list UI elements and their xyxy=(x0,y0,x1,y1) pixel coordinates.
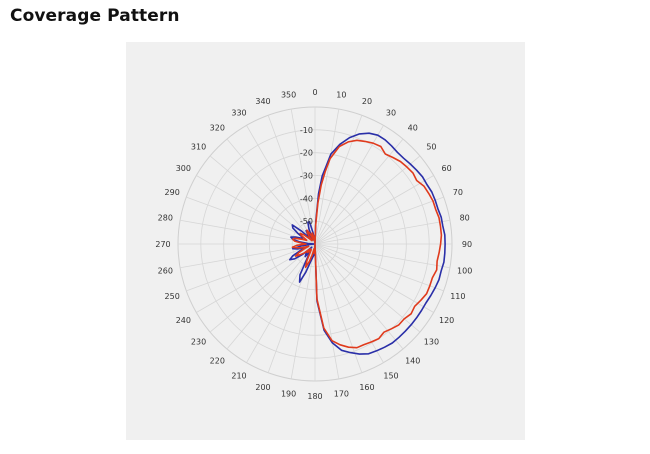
radial-tick-label: -30 xyxy=(300,172,313,181)
angle-tick-label: 190 xyxy=(281,390,296,399)
angle-tick-label: 280 xyxy=(158,214,173,223)
angle-tick-label: 270 xyxy=(155,240,170,249)
grid-spoke xyxy=(314,243,363,373)
grid-spoke xyxy=(314,138,404,245)
grid-spoke xyxy=(314,243,450,269)
grid-spoke xyxy=(314,243,340,379)
grid-spoke xyxy=(314,109,340,245)
angle-tick-label: 310 xyxy=(191,142,206,151)
angle-tick-label: 260 xyxy=(158,266,173,275)
angle-tick-label: 90 xyxy=(462,240,472,249)
grid-spoke xyxy=(246,125,316,245)
angle-tick-label: 170 xyxy=(334,390,349,399)
grid-spoke xyxy=(290,109,316,245)
angle-tick-label: 150 xyxy=(383,372,398,381)
angle-tick-label: 350 xyxy=(281,90,296,99)
grid-spoke xyxy=(314,196,444,245)
angle-tick-label: 250 xyxy=(165,292,180,301)
angle-tick-label: 300 xyxy=(176,164,191,173)
grid-spoke xyxy=(314,155,421,245)
angle-tick-label: 50 xyxy=(426,142,436,151)
angle-tick-label: 110 xyxy=(450,292,465,301)
grid-spoke xyxy=(226,243,316,350)
angle-tick-label: 220 xyxy=(210,356,225,365)
angle-tick-label: 100 xyxy=(457,266,472,275)
angle-tick-label: 0 xyxy=(312,88,317,97)
grid-spoke xyxy=(226,138,316,245)
polar-series-layer xyxy=(289,132,446,355)
angle-tick-label: 30 xyxy=(386,108,396,117)
radial-tick-label: -20 xyxy=(300,149,313,158)
angle-tick-label: 10 xyxy=(336,90,346,99)
series-line-2 xyxy=(291,139,443,349)
chart-panel: 0 10 20 30 40 50 60 70 80 90 100 110 120 130 140 150 160… xyxy=(126,42,525,440)
angle-tick-label: 140 xyxy=(405,356,420,365)
angle-tick-label: 120 xyxy=(439,316,454,325)
grid-spoke xyxy=(314,243,434,313)
angle-tick-label: 60 xyxy=(442,164,452,173)
grid-spoke xyxy=(246,243,316,363)
angle-tick-label: 320 xyxy=(210,124,225,133)
grid-spoke xyxy=(314,125,384,245)
angle-tick-label: 130 xyxy=(424,338,439,347)
grid-spoke xyxy=(314,175,434,245)
grid-spoke xyxy=(186,243,316,292)
grid-spoke xyxy=(290,243,316,379)
angle-tick-label: 40 xyxy=(408,124,418,133)
grid-spoke xyxy=(314,243,444,292)
angle-tick-label: 20 xyxy=(362,97,372,106)
radial-tick-label: -40 xyxy=(300,194,313,203)
angle-tick-label: 210 xyxy=(231,372,246,381)
angle-tick-label: 290 xyxy=(165,188,180,197)
grid-spoke xyxy=(314,243,421,333)
angle-tick-label: 80 xyxy=(460,214,470,223)
grid-spoke xyxy=(314,219,450,245)
chart-title: Coverage Pattern xyxy=(10,6,180,26)
grid-spoke xyxy=(209,243,316,333)
grid-spoke xyxy=(196,175,316,245)
grid-spoke xyxy=(314,243,384,363)
radial-tick-label: -50 xyxy=(300,217,313,226)
radial-tick-label: -10 xyxy=(300,126,313,135)
angle-tick-label: 70 xyxy=(453,188,463,197)
angle-tick-label: 200 xyxy=(255,383,270,392)
angle-tick-label: 330 xyxy=(231,108,246,117)
angle-tick-label: 340 xyxy=(255,97,270,106)
angle-tick-label: 160 xyxy=(359,383,374,392)
grid-spoke xyxy=(186,196,316,245)
polar-chart: 0 10 20 30 40 50 60 70 80 90 100 110 120 130 140 150 160… xyxy=(155,88,472,401)
angle-tick-label: 240 xyxy=(176,316,191,325)
angle-tick-label: 180 xyxy=(307,392,322,401)
angle-tick-label: 230 xyxy=(191,338,206,347)
polar-grid xyxy=(177,106,453,382)
polar-labels: 0 10 20 30 40 50 60 70 80 90 100 110 120 130 140 150 160… xyxy=(155,88,472,401)
grid-spoke xyxy=(314,243,404,350)
